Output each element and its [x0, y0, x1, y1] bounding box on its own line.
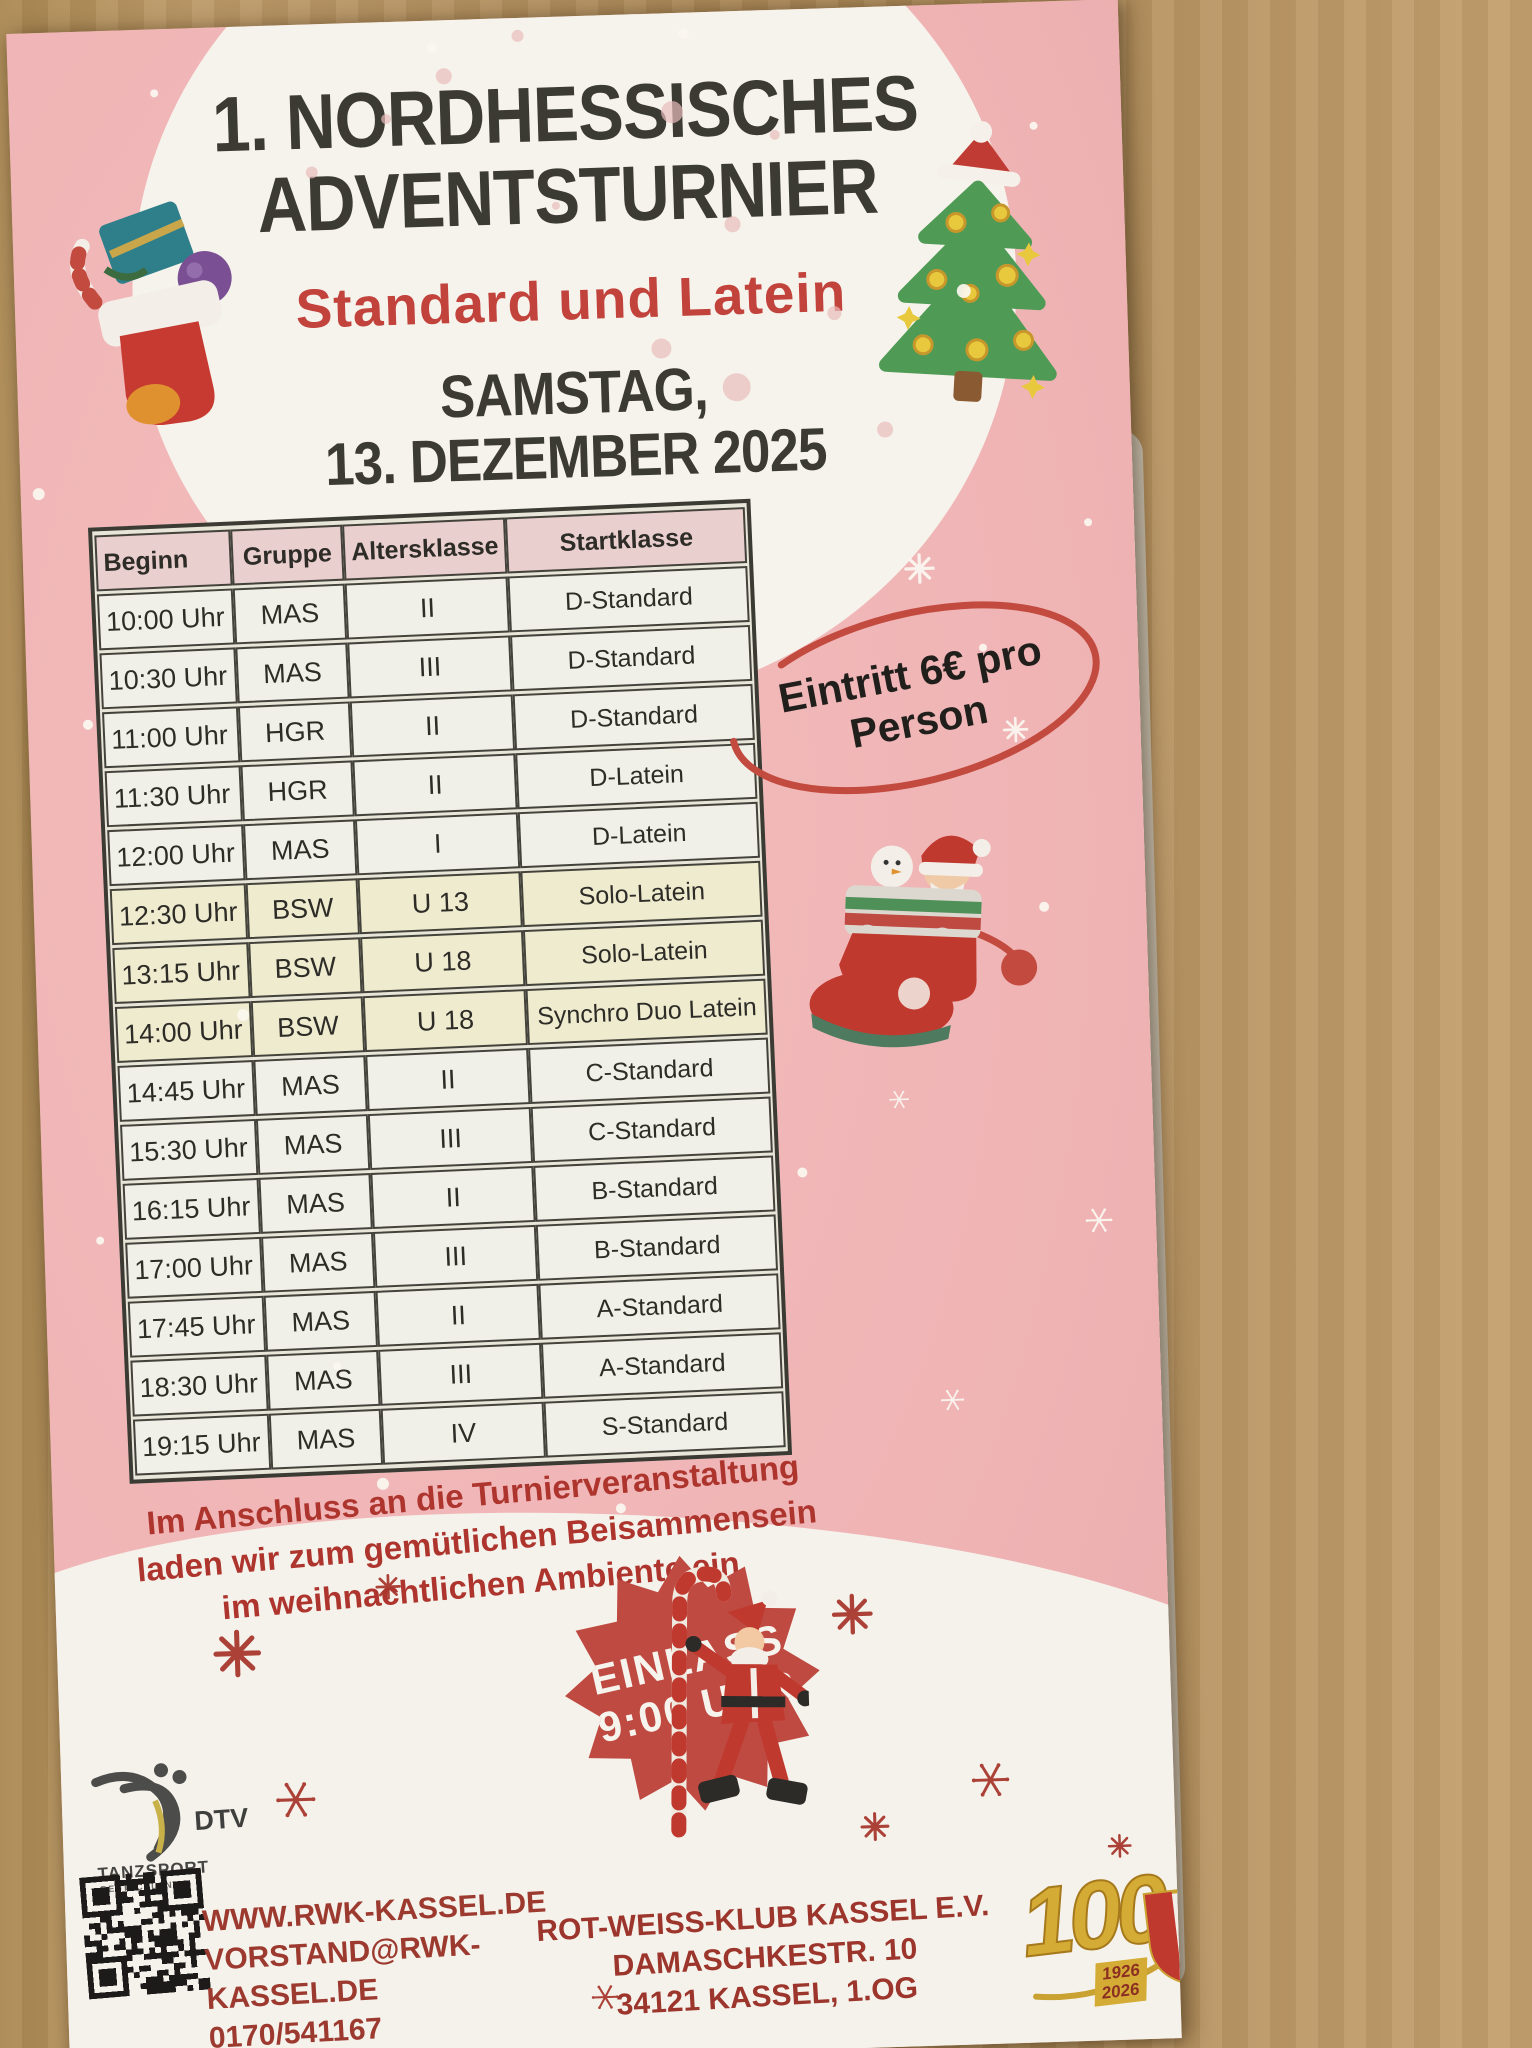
cell-gruppe: BSW: [245, 878, 360, 940]
santa-boot-icon: [809, 835, 1038, 1048]
cell-startklasse: Solo-Latein: [523, 919, 766, 987]
snowflake-icon: [1084, 1207, 1114, 1234]
snowflake-icon: [939, 1388, 966, 1412]
burst-snowflake-icon: [375, 1573, 402, 1600]
cell-beginn: 11:30 Uhr: [104, 765, 243, 828]
gift-stocking-icon: [69, 201, 232, 425]
burst-snowflake-icon: [1002, 716, 1029, 743]
cell-altersklasse: II: [344, 576, 511, 640]
cell-beginn: 12:00 Uhr: [107, 824, 246, 887]
cell-gruppe: BSW: [248, 937, 363, 999]
year-end: 2026: [1101, 1978, 1140, 2003]
cell-startklasse: D-Latein: [515, 742, 758, 810]
cell-gruppe: MAS: [258, 1173, 373, 1234]
cell-gruppe: MAS: [263, 1290, 378, 1352]
cell-gruppe: MAS: [235, 642, 350, 704]
cell-altersklasse: III: [367, 1106, 534, 1171]
cell-beginn: 15:30 Uhr: [120, 1118, 259, 1181]
cell-altersklasse: II: [352, 753, 518, 817]
cell-gruppe: MAS: [253, 1055, 368, 1116]
cell-gruppe: MAS: [268, 1408, 384, 1470]
cell-beginn: 11:00 Uhr: [102, 706, 241, 769]
snow-dot: [1083, 518, 1093, 527]
cell-gruppe: MAS: [243, 819, 358, 881]
cell-beginn: 10:00 Uhr: [96, 588, 236, 651]
cell-altersklasse: II: [365, 1048, 531, 1112]
cell-gruppe: MAS: [255, 1114, 371, 1175]
cell-beginn: 14:45 Uhr: [117, 1060, 256, 1122]
schedule-table: Beginn Gruppe Altersklasse Startklasse 1…: [87, 498, 793, 1484]
snow-dot: [797, 1167, 808, 1178]
cell-beginn: 13:15 Uhr: [112, 942, 251, 1005]
qr-code: [79, 1867, 211, 2000]
snowflake-icon: [969, 1761, 1012, 1799]
snow-dot: [96, 1236, 105, 1245]
cell-startklasse: C-Standard: [528, 1037, 771, 1104]
cell-beginn: 12:30 Uhr: [109, 883, 249, 946]
cell-beginn: 19:15 Uhr: [132, 1413, 272, 1476]
cell-beginn: 16:15 Uhr: [122, 1177, 261, 1240]
cell-altersklasse: I: [354, 812, 521, 876]
santa-icon: [671, 1566, 814, 1838]
cell-startklasse: A-Standard: [538, 1273, 781, 1340]
cell-beginn: 18:30 Uhr: [130, 1354, 269, 1417]
dtv-text: DTV: [193, 1803, 249, 1837]
flyer: 1. NORDHESSISCHES ADVENTSTURNIER Standar…: [6, 0, 1182, 2048]
cell-altersklasse: III: [347, 635, 513, 699]
cell-startklasse: D-Latein: [518, 801, 761, 869]
centenary-logo: 100 1926 2026: [1014, 1847, 1182, 2048]
centenary-years: 1926 2026: [1094, 1957, 1148, 2008]
cell-altersklasse: II: [375, 1283, 542, 1347]
snow-dot: [1039, 901, 1050, 912]
cell-startklasse: C-Standard: [530, 1096, 774, 1163]
christmas-tree-icon: [878, 120, 1057, 402]
cell-gruppe: HGR: [237, 701, 353, 763]
header-gruppe: Gruppe: [230, 524, 345, 586]
cell-startklasse: B-Standard: [533, 1155, 776, 1222]
burst-snowflake-icon: [903, 552, 936, 585]
burst-snowflake-icon: [1107, 1833, 1132, 1859]
cell-altersklasse: U 18: [360, 930, 526, 994]
cell-altersklasse: IV: [380, 1401, 547, 1465]
cell-altersklasse: III: [378, 1342, 544, 1406]
cell-beginn: 17:00 Uhr: [125, 1236, 264, 1299]
cell-altersklasse: II: [349, 694, 516, 758]
cell-altersklasse: II: [370, 1165, 536, 1229]
cell-beginn: 10:30 Uhr: [99, 647, 238, 710]
burst-snowflake-icon: [208, 1625, 266, 1683]
cell-altersklasse: U 18: [362, 989, 529, 1053]
snow-dot: [32, 487, 45, 501]
cell-altersklasse: U 13: [357, 871, 524, 935]
cell-startklasse: B-Standard: [536, 1214, 779, 1281]
club-crest-icon: [1142, 1886, 1182, 1984]
cell-startklasse: D-Standard: [507, 565, 751, 633]
entry-fee-oval: Eintritt 6€ pro Person: [706, 571, 1124, 826]
snowflake-icon: [590, 1983, 620, 2011]
cell-startklasse: A-Standard: [541, 1332, 784, 1399]
schedule-body: 10:00 Uhr MAS II D-Standard 10:30 Uhr MAS III D…: [96, 565, 787, 1476]
header-startklasse: Startklasse: [505, 507, 748, 574]
cell-gruppe: HGR: [240, 760, 355, 822]
cell-altersklasse: III: [372, 1224, 539, 1288]
header-beginn: Beginn: [94, 529, 233, 592]
burst-snowflake-icon: [860, 1811, 890, 1842]
dtv-dancers-icon: DTV: [91, 1763, 249, 1862]
snowflake-icon: [888, 1089, 910, 1110]
cell-beginn: 14:00 Uhr: [114, 1001, 254, 1063]
cell-gruppe: MAS: [261, 1231, 376, 1293]
cell-startklasse: Solo-Latein: [520, 860, 763, 928]
cell-gruppe: MAS: [266, 1349, 381, 1411]
burst-snowflake-icon: [828, 1589, 877, 1638]
oval-outline: [729, 601, 1100, 795]
header-altersklasse: Altersklasse: [342, 517, 508, 581]
dtv-logo: DTV TANZSPORT DEUTSCHLAND: [72, 1750, 270, 1896]
cell-beginn: 17:45 Uhr: [127, 1295, 267, 1358]
snow-dot: [82, 719, 94, 730]
cell-gruppe: MAS: [232, 583, 348, 645]
cell-startklasse: Synchro Duo Latein: [525, 978, 769, 1046]
cell-gruppe: BSW: [250, 996, 366, 1058]
snowflake-icon: [274, 1780, 318, 1820]
